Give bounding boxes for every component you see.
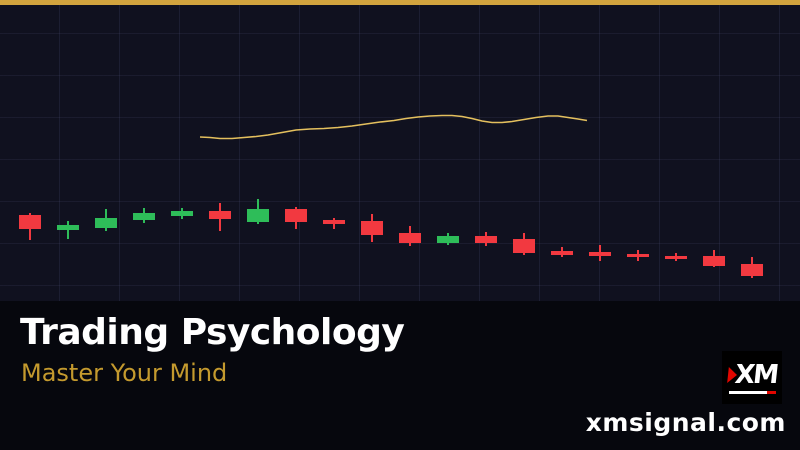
chart-canvas [19,114,763,278]
xm-logo-text: XM [732,359,779,390]
logo-underline [728,390,776,394]
subtitle: Master Your Mind [21,359,228,387]
xm-logo: XM [722,351,782,404]
page-title: Trading Psychology [20,312,405,353]
caption-panel [0,301,800,450]
logo-underline-red [766,390,776,394]
website-text: xmsignal.com [585,408,786,437]
logo-underline-white [728,390,767,394]
candlestick-chart [0,5,800,301]
xm-logo-row: XM [726,359,779,390]
top-accent-bar [0,0,800,5]
